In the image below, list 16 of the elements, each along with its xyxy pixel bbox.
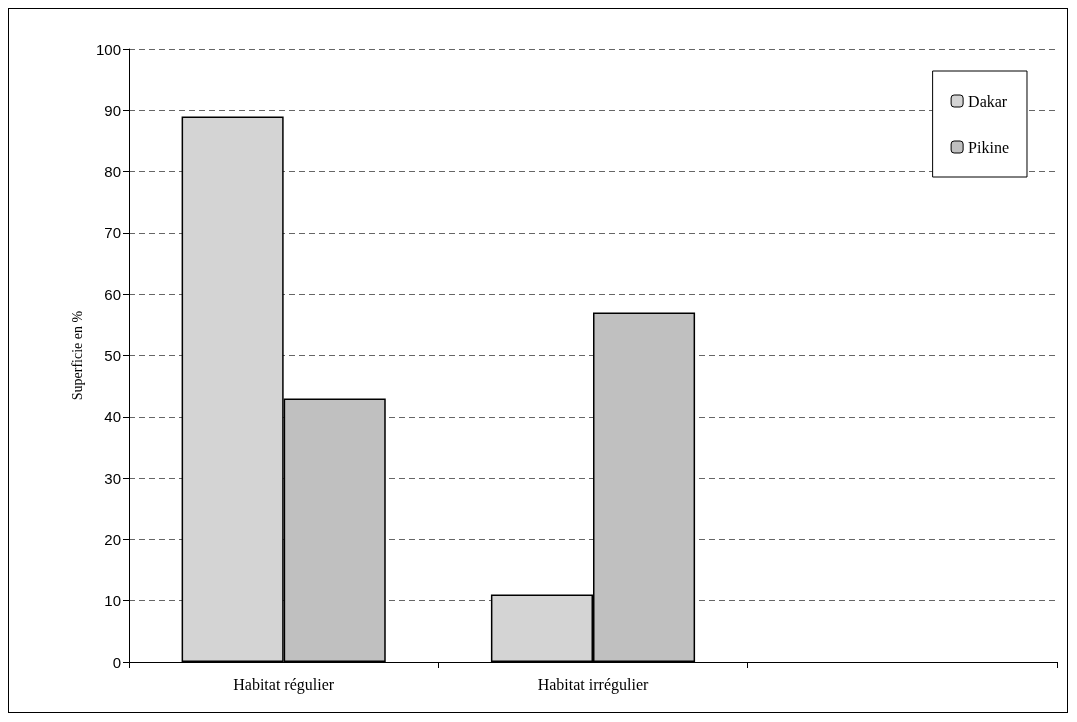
y-tick-label: 40 [104, 408, 121, 426]
y-tick-label: 100 [95, 40, 121, 58]
y-axis-title: Superficie en % [69, 310, 85, 401]
y-tick-label: 20 [104, 530, 121, 548]
y-tick-label: 0 [112, 653, 121, 671]
x-tick-label: Habitat irrégulier [537, 675, 649, 694]
y-tick-label: 60 [104, 285, 121, 303]
legend-label: Pikine [968, 138, 1009, 156]
y-tick-label: 70 [104, 224, 121, 242]
y-tick-label: 90 [104, 101, 121, 119]
y-tick-label: 10 [104, 592, 121, 610]
legend-label: Dakar [968, 92, 1008, 110]
y-tick-label: 30 [104, 469, 121, 487]
x-tick-label: Habitat régulier [233, 675, 335, 694]
y-tick-label: 50 [104, 347, 121, 364]
y-tick-label: 80 [104, 163, 121, 181]
